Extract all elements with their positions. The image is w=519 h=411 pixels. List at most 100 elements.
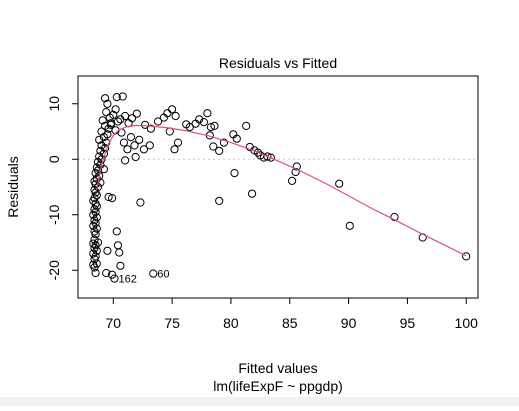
data-point <box>149 269 158 278</box>
x-axis-label: Fitted values <box>238 360 317 376</box>
data-point <box>335 179 344 188</box>
data-point <box>119 138 129 147</box>
data-point <box>210 121 219 131</box>
data-point <box>171 111 180 121</box>
data-point <box>95 152 104 161</box>
data-point <box>96 178 105 187</box>
data-point <box>390 212 399 222</box>
data-point <box>91 241 100 250</box>
data-point <box>91 252 100 261</box>
y-tick-label: -20 <box>46 260 62 280</box>
data-point <box>103 246 112 255</box>
data-point <box>98 116 107 125</box>
data-point <box>141 120 150 129</box>
data-point <box>103 99 112 108</box>
data-point <box>101 94 110 103</box>
data-point <box>90 227 99 236</box>
data-point <box>112 227 121 236</box>
chart-title: Residuals vs Fitted <box>219 55 337 71</box>
data-point <box>95 135 104 144</box>
y-axis-label: Residuals <box>5 156 21 217</box>
data-point <box>462 252 471 261</box>
data-point <box>91 268 100 278</box>
data-point <box>230 169 239 178</box>
data-point <box>266 153 275 162</box>
data-point <box>136 198 145 207</box>
y-tick-label: -10 <box>46 204 62 224</box>
data-point <box>219 138 228 147</box>
data-point <box>263 152 272 161</box>
point-label: 60 <box>157 269 169 281</box>
x-tick-label: 90 <box>341 315 357 331</box>
data-point <box>91 199 100 208</box>
smoother-line <box>96 124 467 257</box>
data-point <box>112 93 121 102</box>
data-point <box>89 210 98 219</box>
data-point <box>345 221 354 230</box>
data-point <box>90 205 99 214</box>
data-point <box>292 162 301 171</box>
x-tick-label: 85 <box>282 315 298 331</box>
data-point <box>89 260 98 269</box>
x-axis-subtitle: lm(lifeExpF ~ ppgdp) <box>213 378 343 394</box>
data-point <box>215 196 224 205</box>
data-point <box>153 117 163 126</box>
data-point <box>106 120 116 129</box>
data-point <box>131 152 140 162</box>
data-point <box>135 135 144 144</box>
x-tick-label: 100 <box>455 315 479 331</box>
data-point <box>111 105 120 114</box>
data-point <box>215 146 224 155</box>
data-point <box>209 142 218 151</box>
data-point <box>170 145 179 154</box>
data-point <box>126 133 135 142</box>
data-point <box>168 105 177 114</box>
data-point <box>91 169 100 178</box>
data-point <box>118 92 127 101</box>
data-point <box>102 268 111 278</box>
data-point <box>96 146 105 155</box>
y-tick-label: 10 <box>46 96 62 112</box>
data-point <box>92 246 101 255</box>
data-point <box>242 121 251 131</box>
data-point <box>90 235 99 244</box>
point-label: 162 <box>118 274 136 286</box>
data-point <box>90 194 99 203</box>
data-point <box>109 110 118 120</box>
data-point <box>108 194 117 203</box>
data-point <box>132 109 141 118</box>
data-point <box>130 141 139 150</box>
data-point <box>139 145 148 154</box>
data-point <box>115 248 124 257</box>
data-point <box>97 141 106 150</box>
data-point <box>253 148 263 157</box>
data-point <box>145 141 154 150</box>
data-point <box>89 239 98 248</box>
data-point <box>195 115 204 124</box>
data-point <box>90 216 99 225</box>
data-point <box>113 117 123 126</box>
data-point <box>203 109 212 118</box>
y-tick-label: 0 <box>46 155 62 163</box>
data-point <box>116 261 125 270</box>
data-point <box>199 118 208 127</box>
data-point <box>206 123 215 132</box>
data-point <box>173 138 183 147</box>
data-point <box>288 176 297 185</box>
data-point <box>128 114 137 123</box>
data-point <box>89 221 98 230</box>
data-point <box>97 127 106 136</box>
data-point <box>123 145 132 154</box>
data-point <box>110 274 119 283</box>
data-point <box>248 189 257 198</box>
data-point <box>102 108 111 117</box>
x-tick-label: 75 <box>164 315 180 331</box>
x-tick-label: 80 <box>223 315 239 331</box>
x-tick-label: 95 <box>400 315 416 331</box>
data-point <box>121 156 130 165</box>
data-point <box>232 134 241 143</box>
x-tick-label: 70 <box>106 315 122 331</box>
